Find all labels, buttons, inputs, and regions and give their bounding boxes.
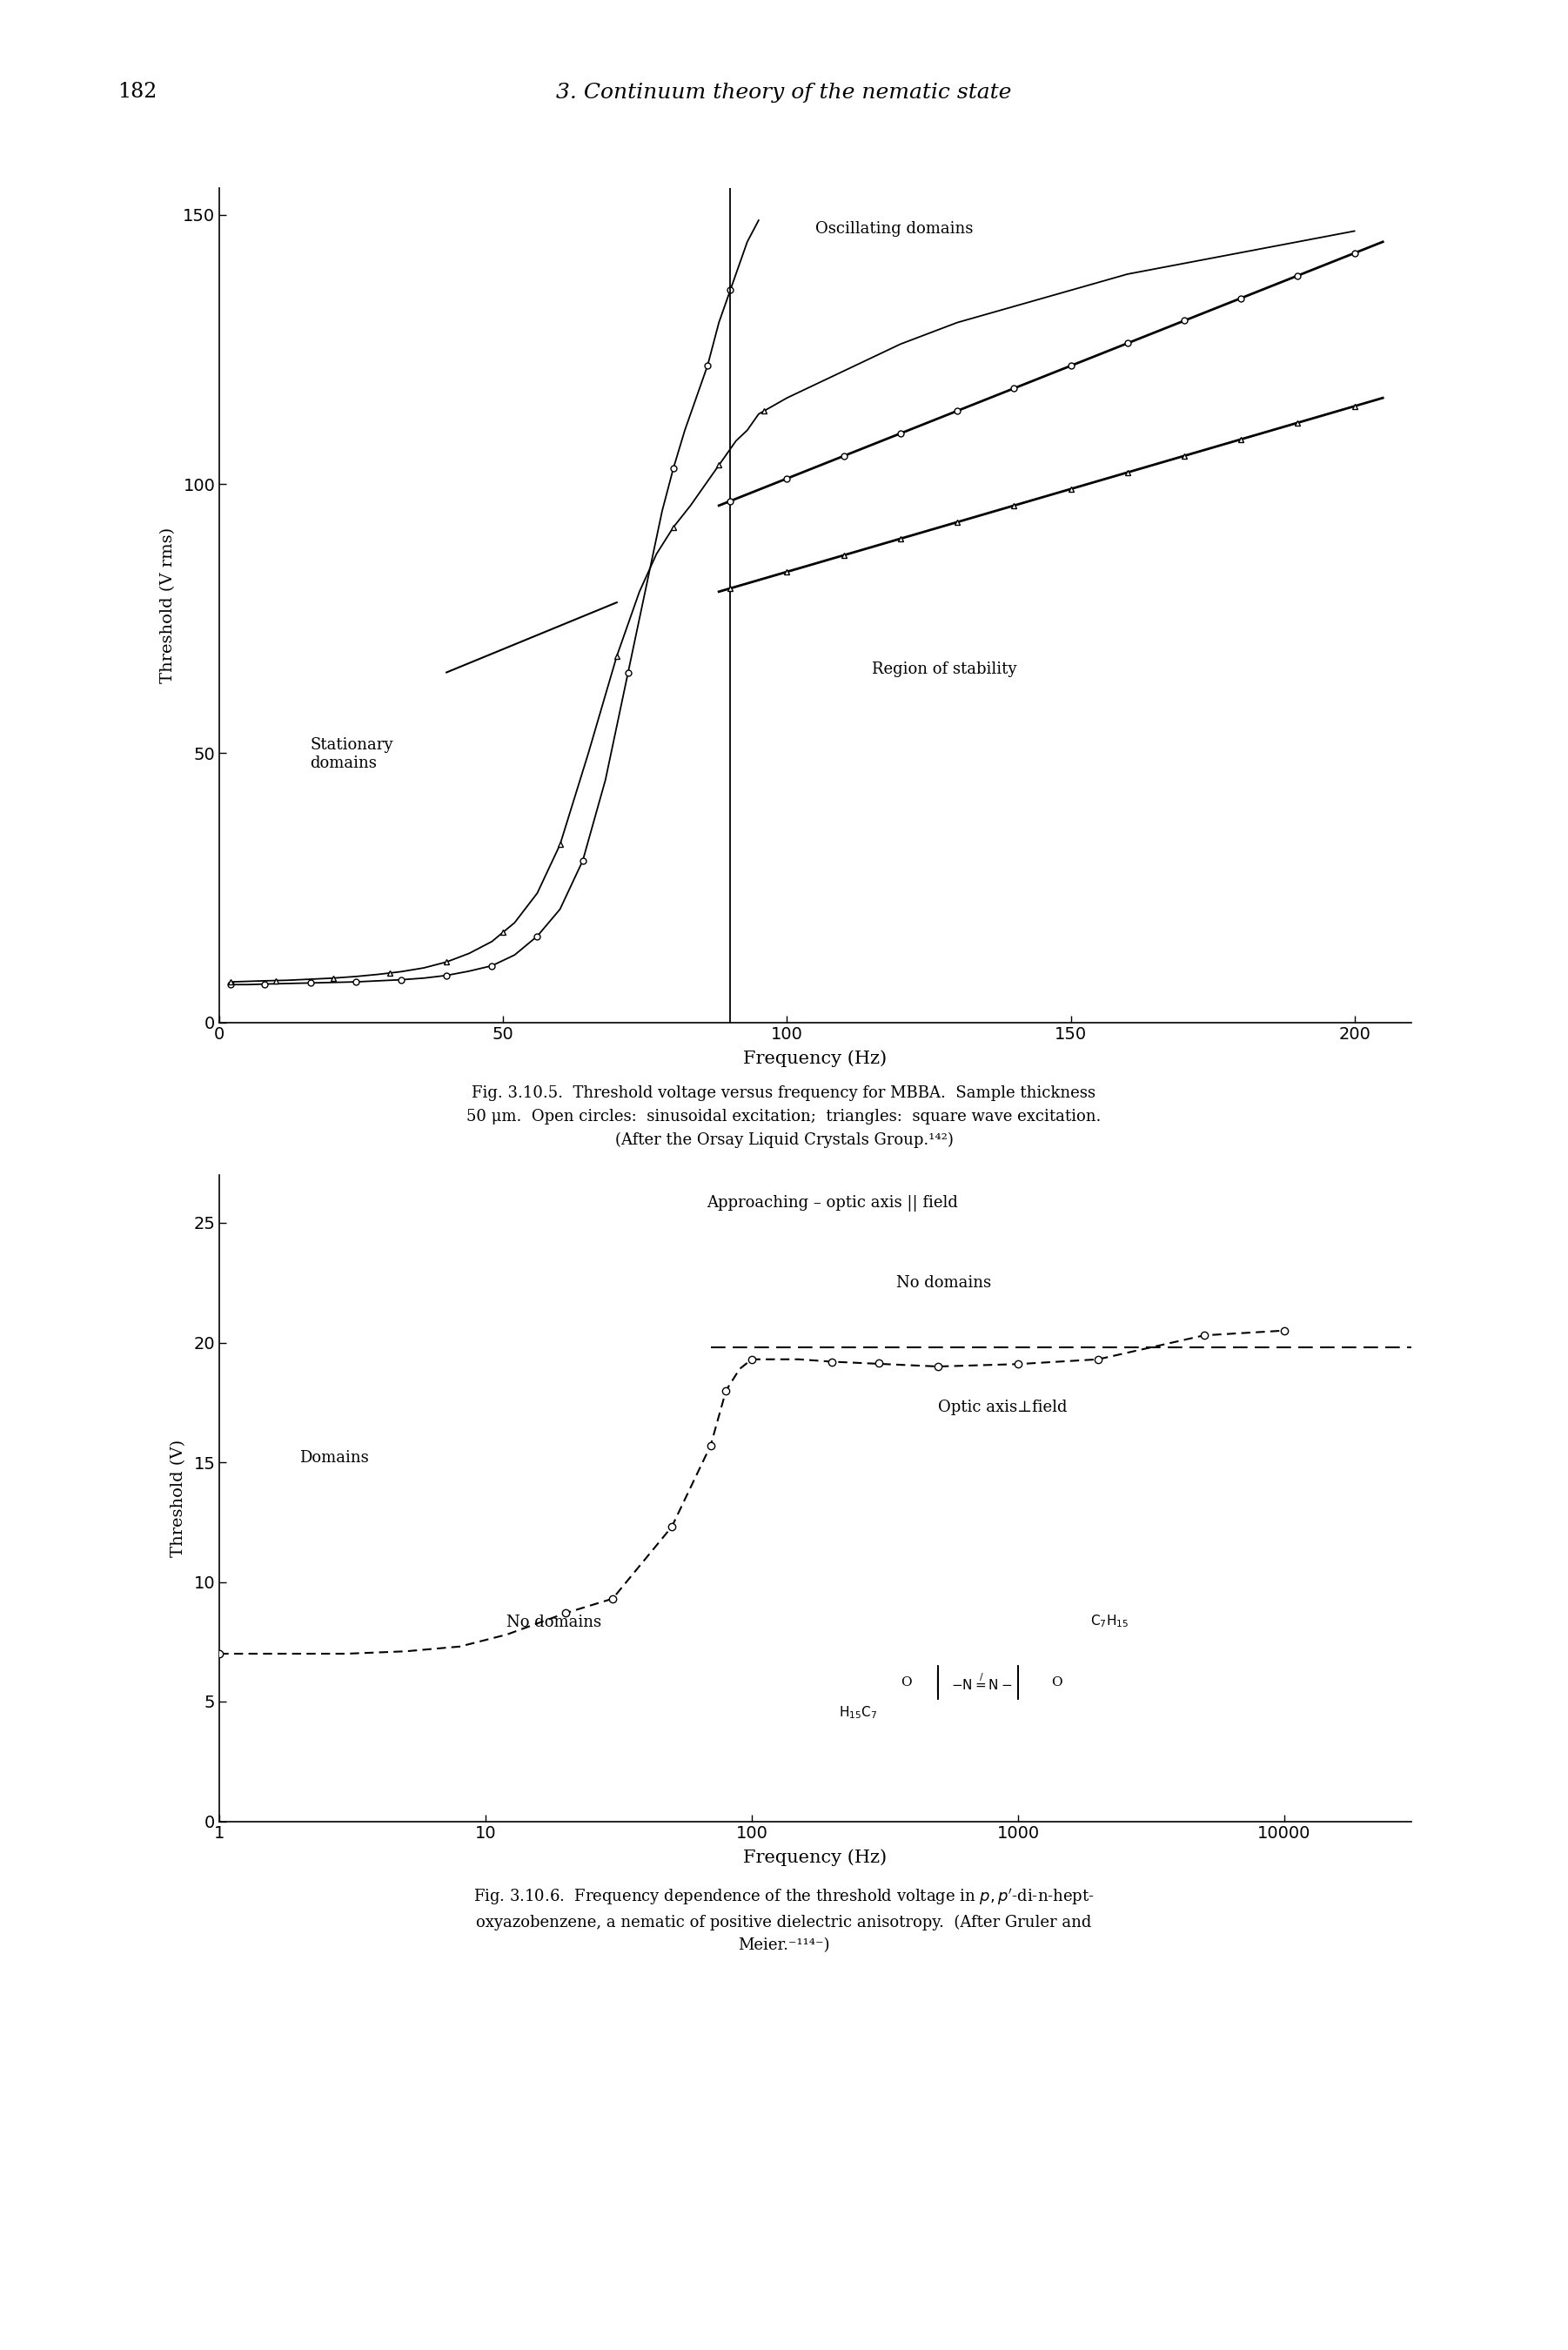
- Y-axis label: Threshold (V): Threshold (V): [171, 1438, 187, 1558]
- Text: $\mathrm{C_7H_{15}}$: $\mathrm{C_7H_{15}}$: [1090, 1614, 1129, 1631]
- Text: O: O: [1052, 1676, 1063, 1690]
- Text: Domains: Domains: [299, 1450, 368, 1466]
- Text: $\mathrm{H_{15}C_7}$: $\mathrm{H_{15}C_7}$: [839, 1704, 877, 1720]
- Y-axis label: Threshold (V rms): Threshold (V rms): [160, 526, 176, 684]
- Text: No domains: No domains: [897, 1274, 991, 1290]
- Text: Stationary
domains: Stationary domains: [310, 738, 394, 771]
- Text: Approaching – optic axis || field: Approaching – optic axis || field: [706, 1196, 958, 1213]
- Text: Oscillating domains: Oscillating domains: [815, 221, 974, 237]
- Text: No domains: No domains: [506, 1614, 602, 1631]
- Text: 182: 182: [118, 82, 157, 103]
- X-axis label: Frequency (Hz): Frequency (Hz): [743, 1050, 887, 1067]
- Text: 3. Continuum theory of the nematic state: 3. Continuum theory of the nematic state: [557, 82, 1011, 103]
- X-axis label: Frequency (Hz): Frequency (Hz): [743, 1849, 887, 1866]
- Text: Fig. 3.10.6.  Frequency dependence of the threshold voltage in $p,p'$-di-n-hept-: Fig. 3.10.6. Frequency dependence of the…: [474, 1887, 1094, 1953]
- Text: Region of stability: Region of stability: [872, 663, 1018, 677]
- Text: Optic axis⊥field: Optic axis⊥field: [938, 1398, 1068, 1415]
- Text: O: O: [900, 1676, 911, 1690]
- Text: $\mathrm{-N{\overset{/}{=}}N-}$: $\mathrm{-N{\overset{/}{=}}N-}$: [952, 1671, 1013, 1692]
- Text: Fig. 3.10.5.  Threshold voltage versus frequency for MBBA.  Sample thickness
50 : Fig. 3.10.5. Threshold voltage versus fr…: [467, 1086, 1101, 1147]
